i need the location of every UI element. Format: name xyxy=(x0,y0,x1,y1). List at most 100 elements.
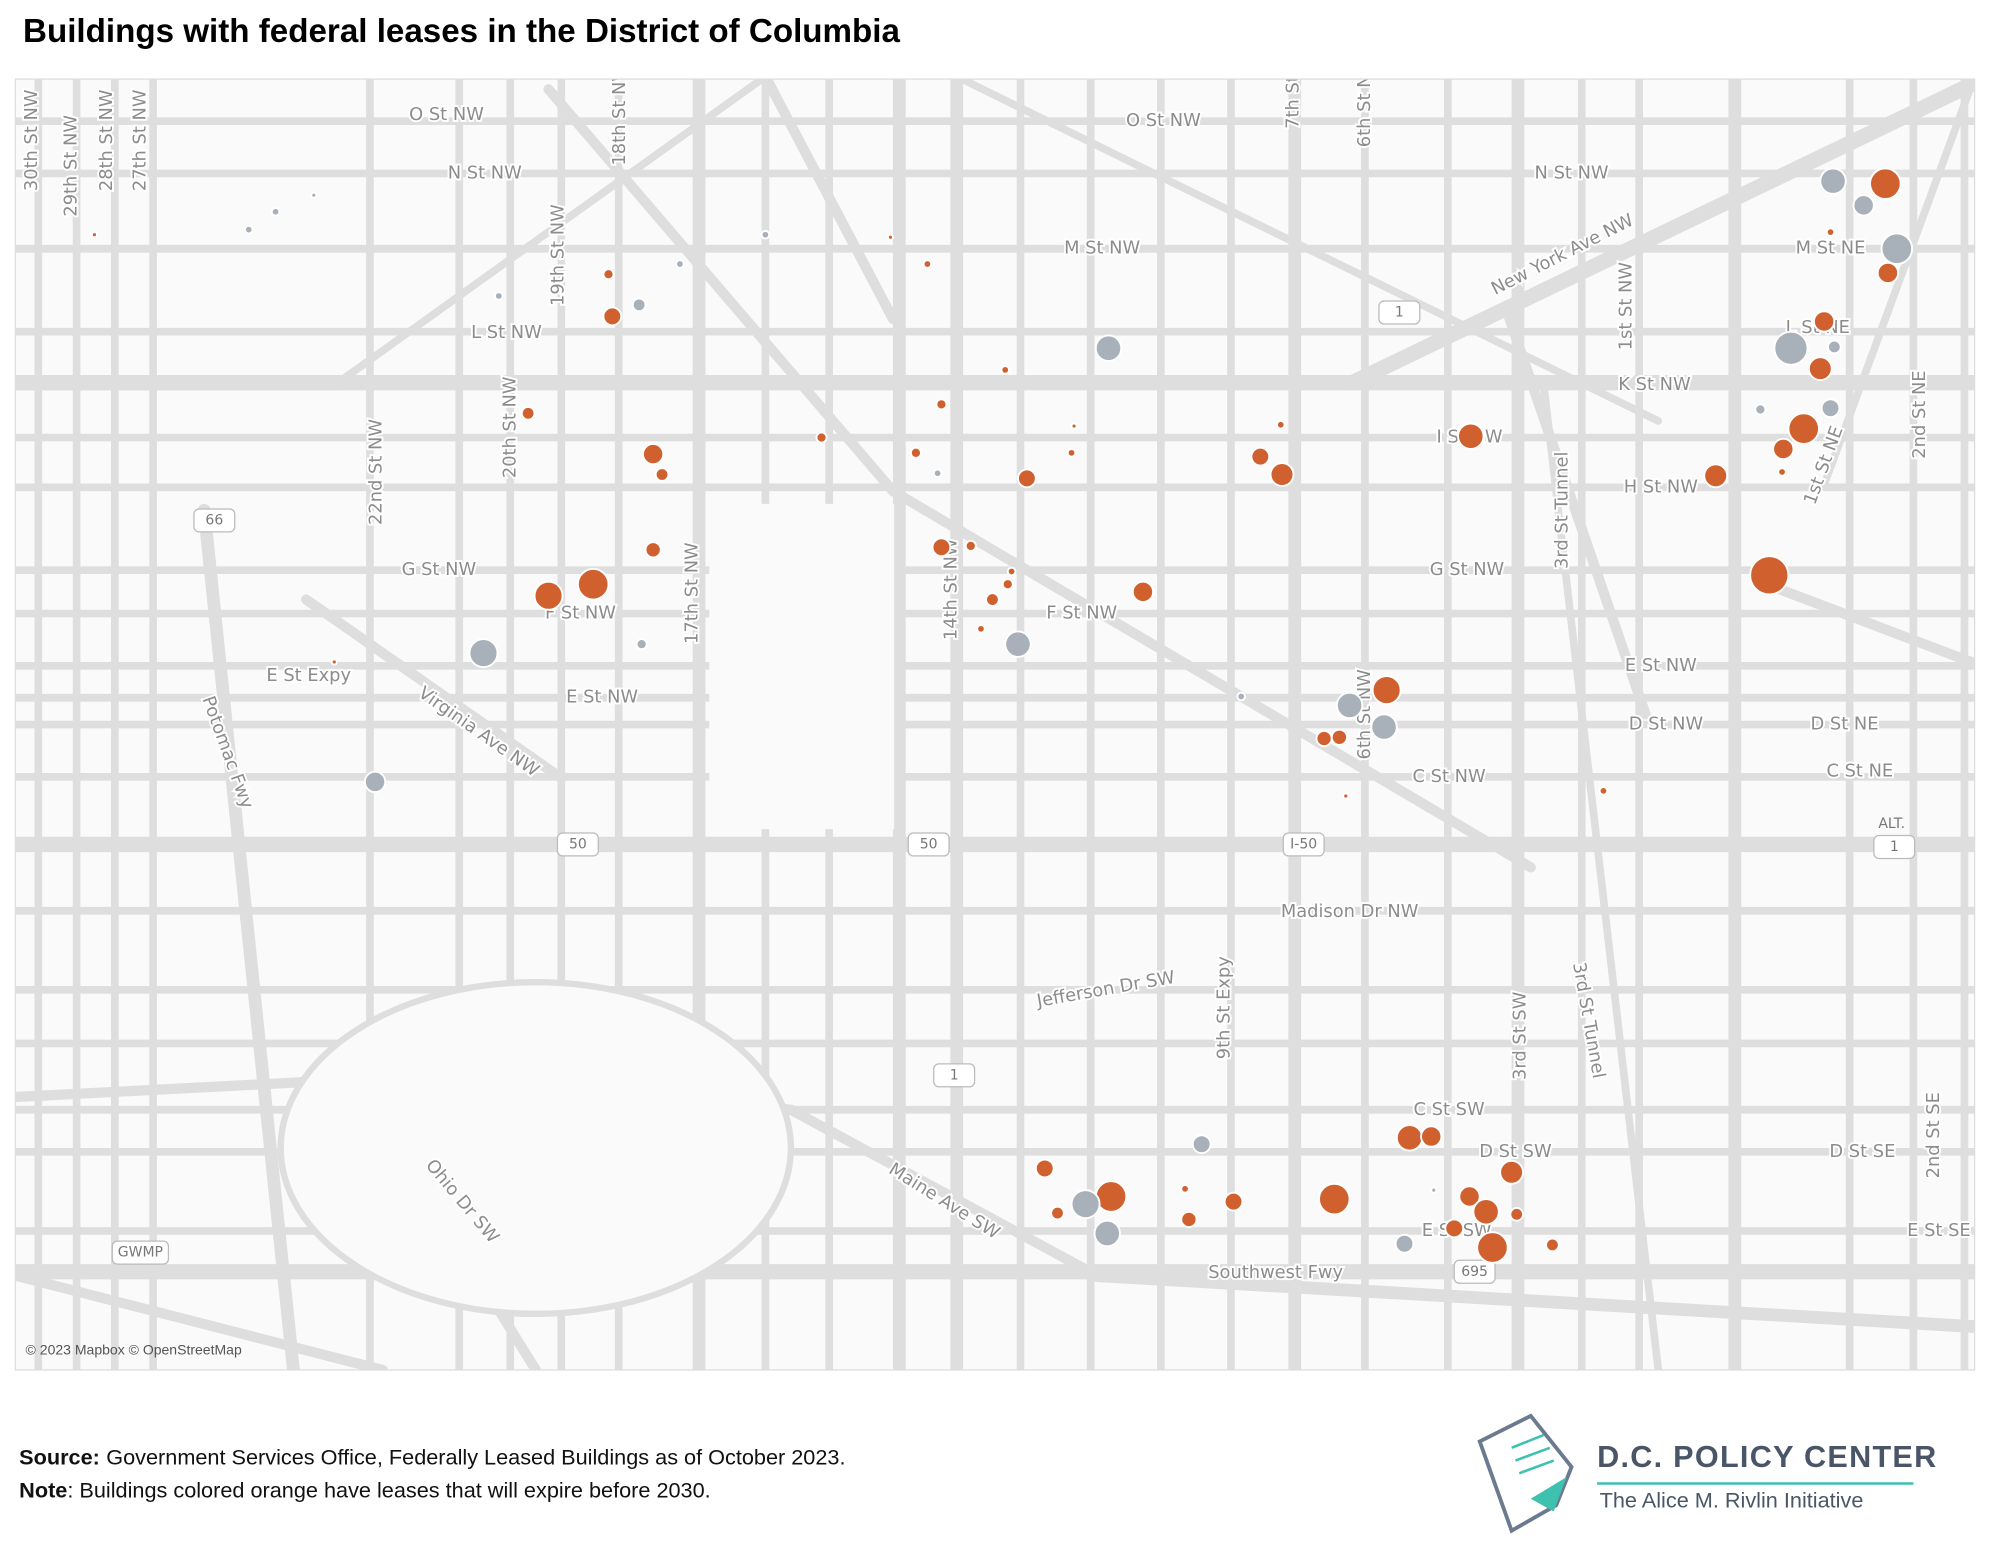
route-shield-label: 1 xyxy=(950,1067,959,1083)
building-marker xyxy=(635,638,648,651)
route-shield-label: 66 xyxy=(205,512,223,528)
logo-name: D.C. POLICY CENTER xyxy=(1597,1440,1937,1474)
route-shield xyxy=(1378,300,1421,325)
street-label: G St NW xyxy=(402,559,477,580)
building-marker xyxy=(931,537,952,558)
logo-line xyxy=(1511,1433,1544,1449)
street-label: 6th St NW xyxy=(1354,57,1375,148)
route-shield xyxy=(1282,832,1325,857)
road xyxy=(1820,79,1975,489)
building-marker xyxy=(1420,1125,1443,1148)
building-marker xyxy=(1773,330,1809,366)
street-label: 28th St NW xyxy=(96,89,117,191)
building-marker xyxy=(533,580,564,611)
route-shield-label: 50 xyxy=(920,836,938,852)
building-marker xyxy=(1180,1210,1198,1229)
building-marker xyxy=(1820,398,1841,419)
route-shield xyxy=(933,1063,976,1088)
building-marker xyxy=(675,259,685,269)
building-marker xyxy=(494,291,504,301)
logo-tagline: The Alice M. Rivlin Initiative xyxy=(1600,1488,1864,1513)
building-marker xyxy=(1191,1134,1212,1155)
building-marker xyxy=(1315,729,1333,748)
street-label: L St NW xyxy=(471,322,542,343)
building-marker xyxy=(1034,1158,1055,1179)
building-marker xyxy=(760,229,771,240)
road xyxy=(1539,378,1663,1370)
building-marker xyxy=(1509,1207,1525,1222)
street-label: D St NW xyxy=(1629,714,1704,735)
street-label: C St NW xyxy=(1413,766,1486,787)
street-label: C St NE xyxy=(1826,761,1893,782)
route-shield-label: 1 xyxy=(1395,305,1404,321)
street-label: O St NW xyxy=(1126,110,1201,131)
map-frame xyxy=(14,78,1976,1371)
road xyxy=(301,594,567,784)
building-marker xyxy=(1472,1198,1500,1226)
building-marker xyxy=(1807,356,1833,382)
street-label: 30th St NW xyxy=(21,89,42,191)
building-marker xyxy=(1852,194,1875,217)
building-marker xyxy=(1131,580,1155,604)
route-shield-label: I-50 xyxy=(1290,836,1317,852)
building-marker xyxy=(1070,422,1078,430)
building-marker xyxy=(932,468,943,479)
building-marker xyxy=(935,398,948,411)
note-label: Note xyxy=(19,1478,67,1503)
building-marker xyxy=(90,231,98,239)
street-label: 19th St NW xyxy=(548,204,569,306)
building-marker xyxy=(1066,448,1077,458)
title: Buildings with federal leases in the Dis… xyxy=(23,13,901,50)
building-marker xyxy=(1250,446,1271,467)
note-text: : Buildings colored orange have leases t… xyxy=(67,1478,710,1503)
street-label: D St NE xyxy=(1811,714,1879,735)
street-label: K St NW xyxy=(1618,374,1691,395)
route-shield-label: 1 xyxy=(1890,839,1899,855)
street-label: 29th St NW xyxy=(60,115,81,217)
building-marker xyxy=(1335,691,1364,720)
building-marker xyxy=(1499,1159,1525,1185)
roads xyxy=(15,79,1975,1370)
building-marker xyxy=(815,431,828,444)
street-label: O St NW xyxy=(409,104,484,125)
building-marker xyxy=(1001,578,1014,591)
street-label: 7th St xyxy=(1282,75,1303,129)
building-marker xyxy=(631,297,647,313)
street-label: 3rd St SW xyxy=(1510,991,1531,1080)
route-shield-label: 695 xyxy=(1461,1264,1488,1280)
building-marker xyxy=(1070,1189,1101,1220)
logo-line xyxy=(1514,1446,1551,1462)
route-shield xyxy=(111,1240,170,1265)
building-marker xyxy=(1444,1218,1465,1239)
street-label: C St SW xyxy=(1414,1099,1485,1120)
building-marker xyxy=(1772,437,1795,461)
building-marker xyxy=(1476,1231,1509,1264)
building-marker xyxy=(1430,1186,1438,1194)
building-marker xyxy=(1318,1182,1351,1216)
building-marker xyxy=(1017,468,1037,489)
street-label: E St Expy xyxy=(266,665,351,686)
building-marker xyxy=(886,233,894,241)
road xyxy=(1768,581,1975,669)
building-marker xyxy=(1869,167,1902,200)
building-marker xyxy=(520,405,536,421)
note: Note: Buildings colored orange have leas… xyxy=(19,1478,711,1503)
building-marker xyxy=(468,638,499,669)
building-marker xyxy=(1876,261,1900,285)
building-marker xyxy=(1825,227,1836,237)
building-marker xyxy=(1458,1185,1481,1208)
building-marker xyxy=(1457,422,1485,450)
building-marker xyxy=(1370,713,1398,741)
route-shield xyxy=(556,832,599,857)
road xyxy=(760,79,899,324)
road xyxy=(953,79,1663,425)
street-label: E St NW xyxy=(566,687,638,708)
building-marker xyxy=(1093,1219,1121,1248)
building-marker xyxy=(1000,365,1010,375)
street-label: 9th St Expy xyxy=(1214,956,1235,1059)
building-marker xyxy=(1777,467,1787,477)
street-label: E St NW xyxy=(1625,655,1697,676)
building-marker xyxy=(1826,339,1842,355)
street-label: F St NW xyxy=(1046,603,1117,624)
logo-icon xyxy=(1477,1413,1574,1534)
